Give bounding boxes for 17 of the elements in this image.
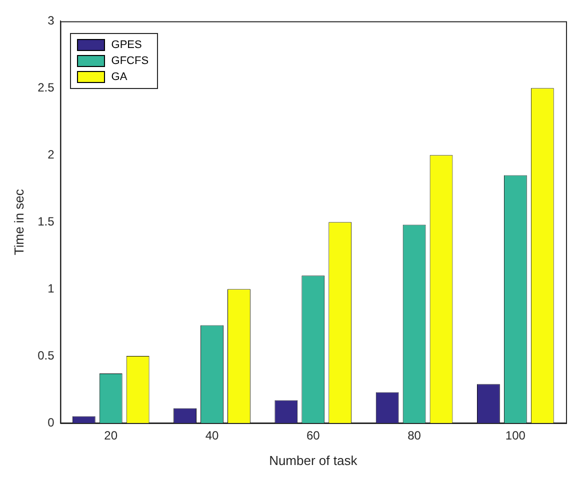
x-axis-title: Number of task [269,452,358,468]
legend-label: GFCFS [111,55,149,68]
x-tick-label: 60 [306,428,320,443]
x-tick-label: 100 [505,428,526,443]
x-tick-label: 80 [408,428,422,443]
y-tick-label: 1.5 [38,214,55,228]
y-tick-label: 0 [48,415,55,430]
y-tick-label: 1 [48,281,55,296]
x-tick-label: 20 [104,428,118,443]
y-axis-title: Time in sec [11,188,26,256]
legend-label: GA [111,71,128,84]
y-tick-label: 3 [48,14,55,28]
y-tick-label: 0.5 [38,348,55,362]
x-tick-label: 40 [205,428,219,443]
y-tick-label: 2 [48,147,55,162]
y-tick-label: 2.5 [38,80,55,94]
legend-label: GPES [111,39,142,52]
